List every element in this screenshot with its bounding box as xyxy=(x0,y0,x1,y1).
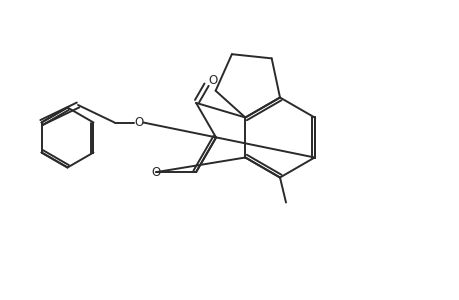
Text: O: O xyxy=(207,74,217,87)
Text: O: O xyxy=(151,166,160,178)
Text: O: O xyxy=(134,116,143,129)
